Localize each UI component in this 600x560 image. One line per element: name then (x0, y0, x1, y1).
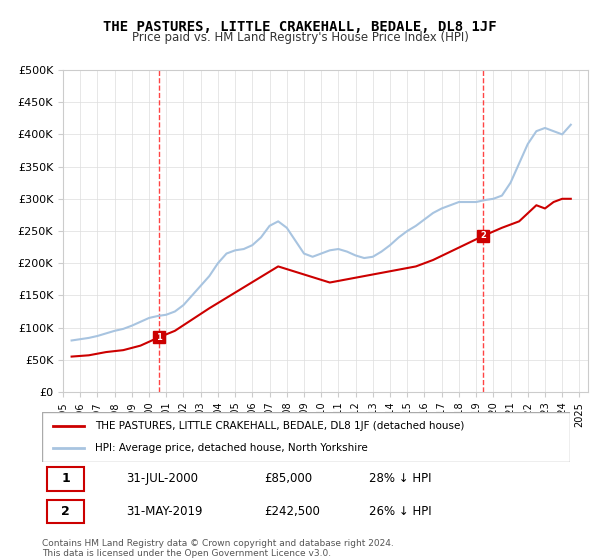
Text: Contains HM Land Registry data © Crown copyright and database right 2024.
This d: Contains HM Land Registry data © Crown c… (42, 539, 394, 558)
Text: £242,500: £242,500 (264, 505, 320, 517)
Text: THE PASTURES, LITTLE CRAKEHALL, BEDALE, DL8 1JF (detached house): THE PASTURES, LITTLE CRAKEHALL, BEDALE, … (95, 421, 464, 431)
Text: 1: 1 (156, 333, 162, 342)
Text: 26% ↓ HPI: 26% ↓ HPI (370, 505, 432, 517)
Text: HPI: Average price, detached house, North Yorkshire: HPI: Average price, detached house, Nort… (95, 443, 368, 453)
Text: 1: 1 (61, 473, 70, 486)
Text: THE PASTURES, LITTLE CRAKEHALL, BEDALE, DL8 1JF: THE PASTURES, LITTLE CRAKEHALL, BEDALE, … (103, 20, 497, 34)
FancyBboxPatch shape (47, 500, 84, 523)
Text: 2: 2 (61, 505, 70, 517)
Text: 31-MAY-2019: 31-MAY-2019 (127, 505, 203, 517)
FancyBboxPatch shape (42, 412, 570, 462)
FancyBboxPatch shape (47, 468, 84, 491)
Text: £85,000: £85,000 (264, 473, 312, 486)
Text: 31-JUL-2000: 31-JUL-2000 (127, 473, 199, 486)
Text: 2: 2 (481, 231, 486, 240)
Text: Price paid vs. HM Land Registry's House Price Index (HPI): Price paid vs. HM Land Registry's House … (131, 31, 469, 44)
Text: 28% ↓ HPI: 28% ↓ HPI (370, 473, 432, 486)
